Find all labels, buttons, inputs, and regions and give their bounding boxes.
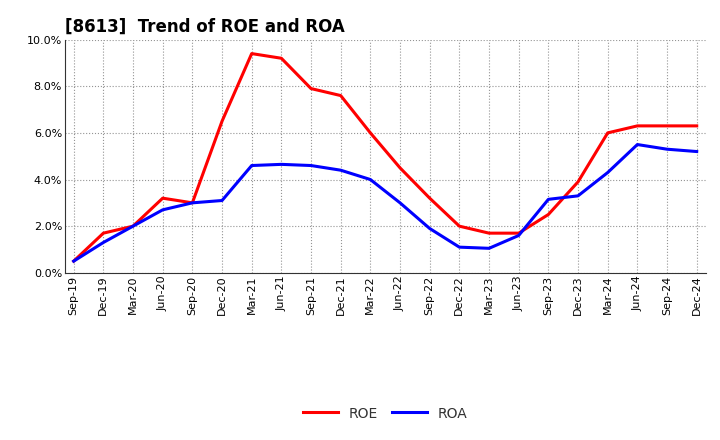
ROE <box>129 224 138 229</box>
ROA <box>99 240 108 245</box>
ROA <box>158 207 167 213</box>
ROE <box>426 195 434 201</box>
ROE <box>158 195 167 201</box>
ROA <box>248 163 256 168</box>
ROA <box>426 226 434 231</box>
ROA <box>693 149 701 154</box>
Line: ROA: ROA <box>73 144 697 261</box>
ROA <box>396 200 405 205</box>
Legend: ROE, ROA: ROE, ROA <box>297 401 473 427</box>
ROA <box>217 198 226 203</box>
ROE <box>277 55 286 61</box>
ROA <box>188 200 197 205</box>
ROE <box>188 200 197 205</box>
ROE <box>574 179 582 184</box>
ROA <box>662 147 671 152</box>
ROE <box>99 231 108 236</box>
ROA <box>69 258 78 264</box>
ROA <box>485 246 493 251</box>
ROE <box>248 51 256 56</box>
ROA <box>514 233 523 238</box>
ROE <box>307 86 315 91</box>
Line: ROE: ROE <box>73 54 697 261</box>
ROA <box>366 177 374 182</box>
ROE <box>217 118 226 124</box>
ROE <box>514 231 523 236</box>
ROA <box>336 168 345 173</box>
ROA <box>603 170 612 175</box>
ROE <box>662 123 671 128</box>
ROA <box>307 163 315 168</box>
ROA <box>574 193 582 198</box>
ROA <box>277 162 286 167</box>
ROE <box>544 212 553 217</box>
ROA <box>544 197 553 202</box>
Text: [8613]  Trend of ROE and ROA: [8613] Trend of ROE and ROA <box>65 17 345 35</box>
ROE <box>366 130 374 136</box>
ROE <box>485 231 493 236</box>
ROA <box>633 142 642 147</box>
ROE <box>69 258 78 264</box>
ROE <box>396 165 405 170</box>
ROE <box>336 93 345 98</box>
ROA <box>455 245 464 250</box>
ROE <box>693 123 701 128</box>
ROA <box>129 224 138 229</box>
ROE <box>633 123 642 128</box>
ROE <box>603 130 612 136</box>
ROE <box>455 224 464 229</box>
